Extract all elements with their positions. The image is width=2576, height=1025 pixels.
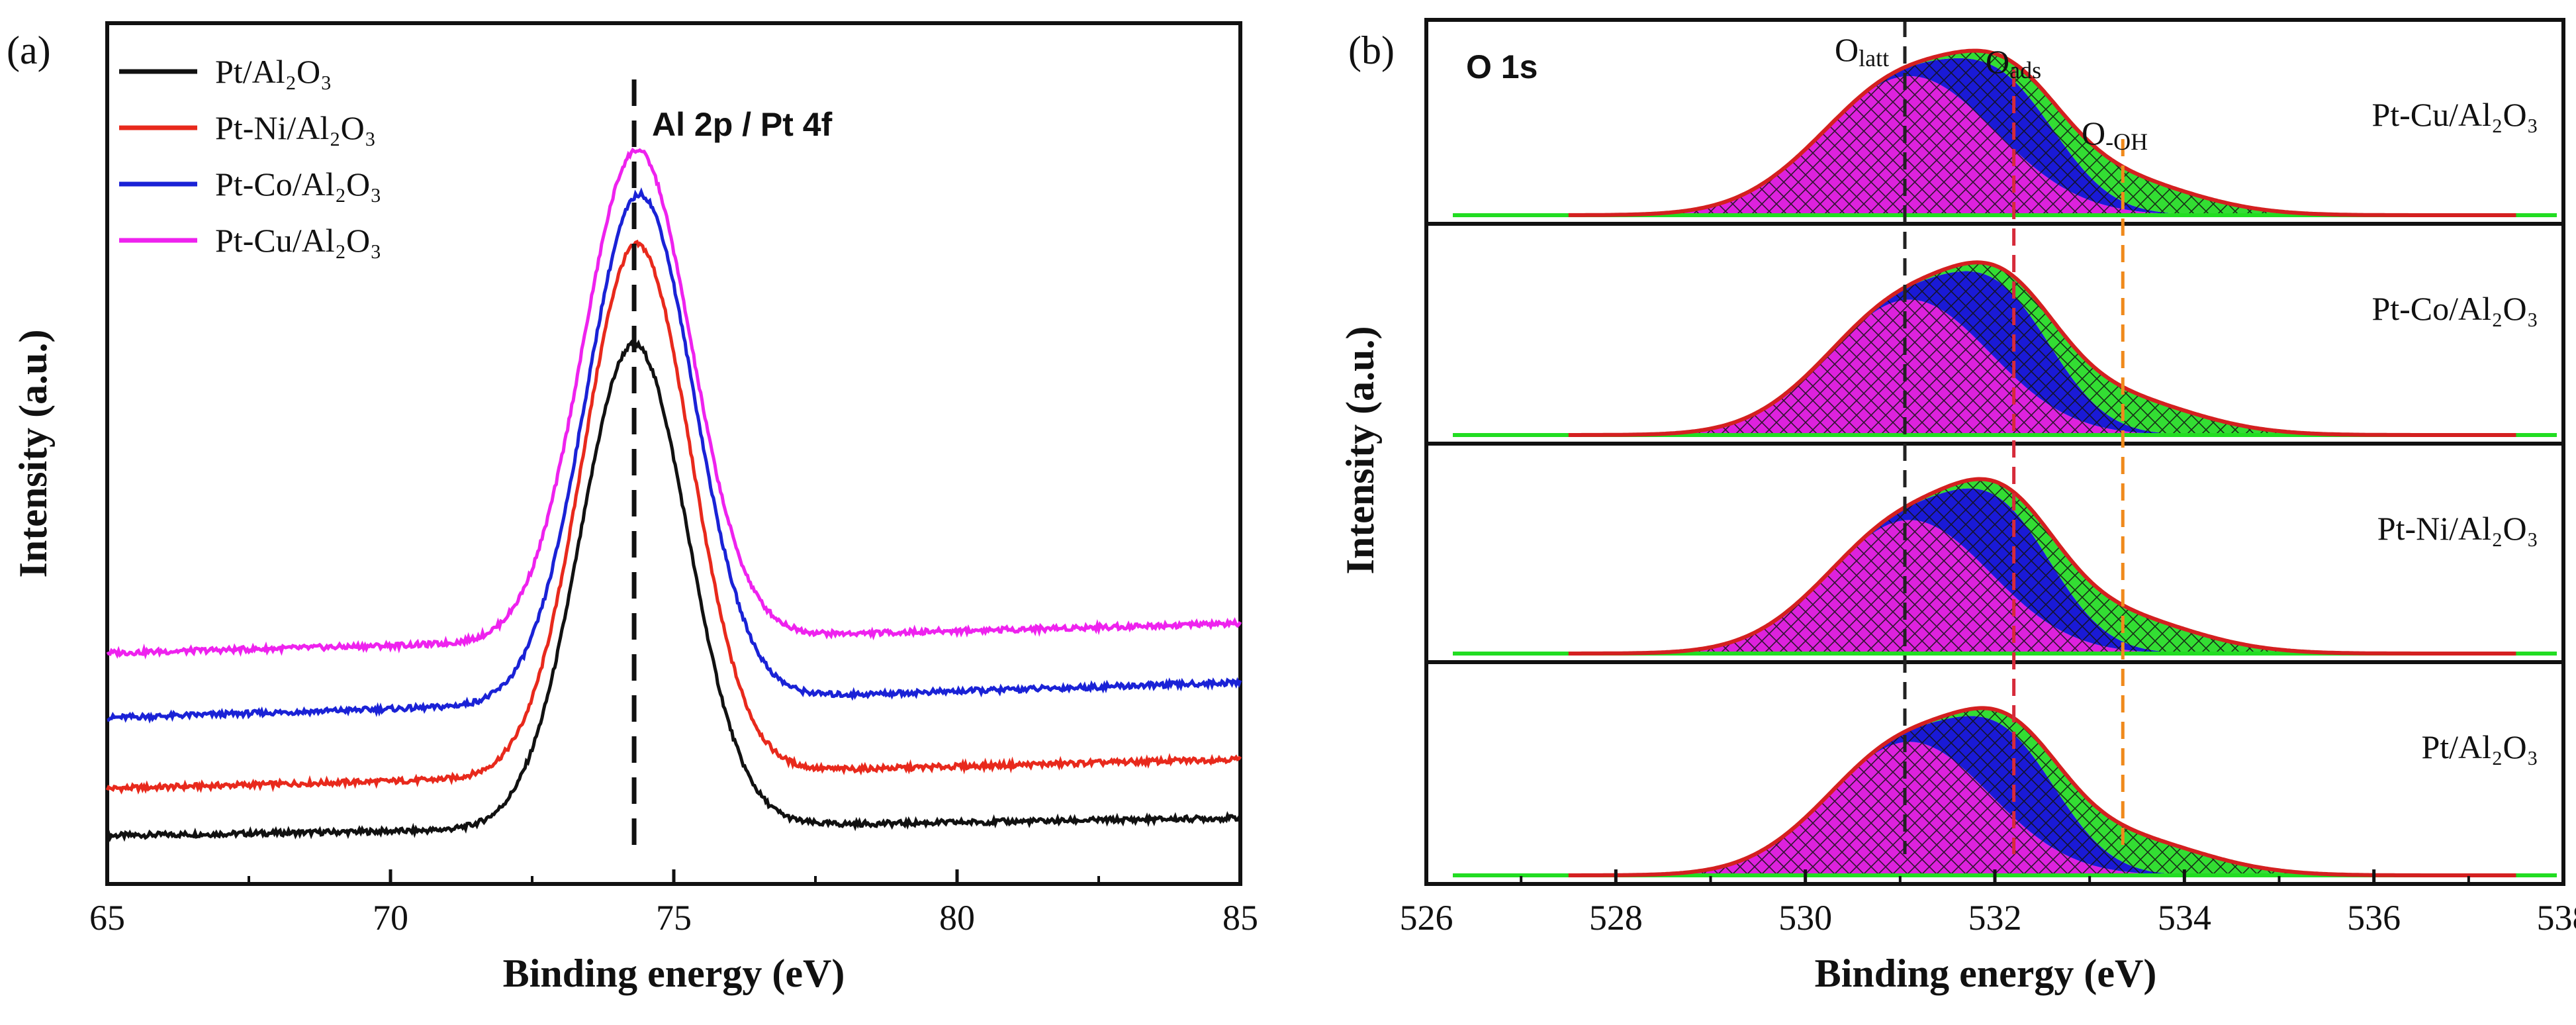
x-tick-label: 70 <box>373 898 408 938</box>
subpanel: Pt-Co/Al₂O₃ <box>1426 222 2563 437</box>
panel-a-letter: (a) <box>7 28 51 72</box>
panel-a-series-line <box>105 239 1242 795</box>
component-label-o-latt: Olatt <box>1835 31 1889 72</box>
sample-label: Pt-Ni/Al₂O₃ <box>2377 510 2538 547</box>
panel-a-series-line <box>107 187 1242 724</box>
component-hatch <box>1568 488 2516 654</box>
x-tick-label: 538 <box>2537 898 2576 938</box>
panel-b-reference-lines <box>1903 20 2125 854</box>
subpanel: Pt-Cu/Al₂O₃ <box>1453 48 2557 217</box>
x-tick-label: 526 <box>1400 898 1453 938</box>
legend-label: Pt-Ni/Al₂O₃ <box>215 109 376 146</box>
fit-envelope <box>1568 706 2516 877</box>
component-hatch <box>1568 76 2516 215</box>
panel-b-title: O 1s <box>1466 48 1538 85</box>
panel-b-letter: (b) <box>1348 28 1395 72</box>
legend-label: Pt/Al₂O₃ <box>215 53 332 90</box>
subpanel: Pt/Al₂O₃ <box>1426 660 2563 877</box>
component-hatch <box>1568 742 2516 875</box>
panel-a-x-axis-title: Binding energy (eV) <box>503 952 845 995</box>
legend-label: Pt-Cu/Al₂O₃ <box>215 222 382 259</box>
legend-label: Pt-Co/Al₂O₃ <box>215 166 382 203</box>
panel-b-y-axis-title: Intensity (a.u.) <box>1338 326 1382 574</box>
sample-label: Pt-Co/Al₂O₃ <box>2371 290 2538 327</box>
x-tick-label: 530 <box>1778 898 1832 938</box>
component-hatch <box>1568 716 2516 875</box>
x-tick-label: 536 <box>2347 898 2401 938</box>
fit-envelope <box>1568 260 2516 437</box>
subpanel: Pt-Ni/Al₂O₃ <box>1426 442 2563 656</box>
panel-a-series <box>105 147 1242 843</box>
component-label-o-oh: O-OH <box>2082 115 2148 155</box>
component-hatch <box>1568 58 2516 216</box>
x-tick-label: 528 <box>1589 898 1643 938</box>
panel-a-peak-annotation: Al 2p / Pt 4f <box>652 106 833 143</box>
panel-b-x-axis: 526 528 530 532 534 536 538 <box>1400 869 2576 938</box>
panel-b-x-axis-title: Binding energy (eV) <box>1815 952 2157 995</box>
x-tick-label: 534 <box>2158 898 2211 938</box>
component-label-o-ads: Oads <box>1986 43 2041 83</box>
panel-a: (a) Al 2p / Pt 4f Pt/Al₂O₃ Pt-Ni/Al₂O₃ Pt-… <box>7 21 1258 995</box>
x-tick-label: 80 <box>939 898 975 938</box>
panel-a-x-axis: 65 70 75 80 85 <box>89 869 1258 938</box>
x-tick-label: 65 <box>89 898 125 938</box>
sample-label: Pt/Al₂O₃ <box>2421 728 2538 765</box>
sample-label: Pt-Cu/Al₂O₃ <box>2371 96 2538 133</box>
panel-b-subpanels: Pt-Cu/Al₂O₃ Pt-Co/Al₂O₃ Pt-Ni/Al₂O₃ Pt/Al₂O… <box>1426 48 2563 877</box>
component-hatch <box>1568 271 2516 435</box>
component-hatch <box>1568 299 2516 435</box>
panel-a-series-line <box>105 339 1242 843</box>
panel-a-series-line <box>106 147 1242 660</box>
fit-envelope <box>1568 477 2516 656</box>
panel-a-y-axis-title: Intensity (a.u.) <box>11 329 55 577</box>
x-tick-label: 75 <box>656 898 692 938</box>
component-hatch <box>1568 520 2516 654</box>
x-tick-label: 85 <box>1222 898 1258 938</box>
fit-envelope <box>1568 48 2516 217</box>
x-tick-label: 532 <box>1968 898 2022 938</box>
panel-a-legend: Pt/Al₂O₃ Pt-Ni/Al₂O₃ Pt-Co/Al₂O₃ Pt-Cu/Al₂O… <box>119 53 382 259</box>
panel-b: (b) Pt-Cu/Al₂O₃ Pt-Co/Al₂O₃ Pt-Ni/Al₂O₃ Pt/… <box>1338 18 2576 995</box>
